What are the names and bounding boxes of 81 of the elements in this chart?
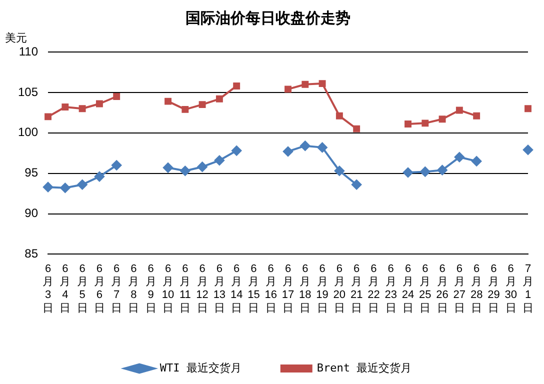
y-tick-label: 85 <box>24 246 38 261</box>
point <box>422 120 429 127</box>
x-tick-label: 6月28日 <box>470 262 483 314</box>
x-tick-label: 6月10日 <box>162 262 174 314</box>
y-axis-title: 美元 <box>5 32 27 45</box>
y-tick-label: 100 <box>18 125 38 140</box>
point <box>284 86 292 93</box>
point <box>404 120 412 128</box>
point <box>44 113 52 120</box>
x-tick-label: 6月11日 <box>179 262 191 314</box>
x-tick-label: 6月12日 <box>196 262 208 314</box>
point <box>318 80 326 88</box>
point <box>233 82 240 90</box>
x-tick-label: 6月19日 <box>316 262 328 314</box>
point <box>283 146 294 156</box>
x-tick-label: 6月8日 <box>128 262 140 314</box>
point <box>182 106 189 113</box>
point <box>472 156 482 166</box>
point <box>94 172 104 182</box>
x-tick-label: 7月1日 <box>522 262 534 314</box>
point <box>216 95 223 102</box>
x-tick-label: 6月13日 <box>213 262 226 314</box>
point <box>403 168 414 178</box>
x-tick-label: 6月18日 <box>299 262 312 314</box>
point <box>353 125 360 132</box>
y-tick-label: 110 <box>18 44 38 58</box>
x-tick-label: 6月15日 <box>248 262 260 314</box>
x-tick-label: 6月14日 <box>230 262 243 314</box>
point <box>164 98 172 105</box>
point <box>454 152 464 162</box>
point <box>198 101 206 108</box>
point <box>112 160 122 170</box>
point <box>420 166 430 177</box>
x-tick-label: 6月24日 <box>402 262 414 314</box>
point <box>302 80 309 88</box>
point <box>96 100 103 108</box>
point <box>232 146 242 156</box>
x-tick-label: 6月7日 <box>111 262 122 314</box>
x-tick-label: 6月16日 <box>264 262 277 314</box>
point <box>437 165 448 176</box>
point <box>300 140 310 151</box>
point <box>163 162 174 173</box>
x-tick-label: 6月29日 <box>488 262 500 314</box>
point <box>456 106 463 114</box>
x-tick-label: 6月26日 <box>436 262 448 314</box>
x-tick-label: 6月23日 <box>384 262 397 314</box>
point <box>473 112 480 120</box>
point <box>60 182 70 193</box>
x-tick-label: 6月25日 <box>419 262 432 314</box>
x-tick-label: 6月22日 <box>368 262 380 314</box>
point <box>352 180 362 190</box>
y-tick-label: 90 <box>24 206 38 220</box>
point <box>113 93 120 100</box>
point <box>78 105 86 112</box>
legend-label: Brent 最近交货月 <box>316 361 412 374</box>
point <box>524 105 532 112</box>
point <box>336 112 343 120</box>
x-tick-label: 6月30日 <box>504 262 517 314</box>
point <box>317 142 328 152</box>
point <box>438 116 446 123</box>
x-tick-label: 6月9日 <box>145 262 156 314</box>
x-tick-label: 6月3日 <box>42 262 54 314</box>
point <box>77 180 88 190</box>
point <box>62 104 69 110</box>
x-tick-label: 6月4日 <box>60 262 71 314</box>
x-tick-label: 6月20日 <box>333 262 346 314</box>
point <box>43 182 54 192</box>
point <box>180 166 190 176</box>
x-tick-label: 6月5日 <box>76 262 88 314</box>
x-tick-label: 6月27日 <box>453 262 466 314</box>
y-tick-label: 95 <box>24 166 38 180</box>
point <box>197 162 208 172</box>
y-tick-label: 105 <box>18 84 38 99</box>
x-tick-label: 6月21日 <box>350 262 363 314</box>
x-tick-label: 6月6日 <box>94 262 105 314</box>
point <box>214 155 224 166</box>
legend-label: WTI 最近交货月 <box>160 361 242 374</box>
point <box>334 166 344 176</box>
chart-title: 国际油价每日收盘价走势 <box>186 10 350 28</box>
x-tick-label: 6月17日 <box>282 262 294 314</box>
point <box>523 144 533 155</box>
